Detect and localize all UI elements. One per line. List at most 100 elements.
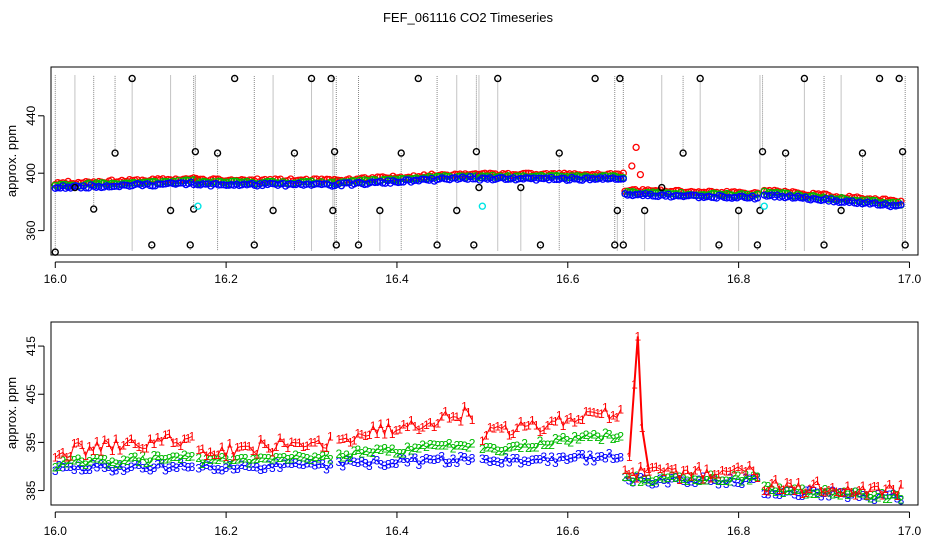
series-3-marker: 3 <box>116 459 123 473</box>
series-3-marker: 3 <box>494 455 501 469</box>
series-1-marker: 1 <box>355 427 362 441</box>
series-1-marker: 1 <box>548 414 555 428</box>
outlier-point <box>148 241 156 249</box>
series-2-marker: 2 <box>116 457 123 471</box>
series-3-marker: 3 <box>806 484 813 498</box>
series-3-marker: 3 <box>219 463 226 477</box>
series-1-marker: 1 <box>296 436 303 450</box>
series-1-marker: 1 <box>564 412 571 426</box>
series-1-marker: 1 <box>533 419 540 433</box>
series-3-marker: 3 <box>657 472 664 486</box>
series-3-marker: 3 <box>457 450 464 464</box>
series-1-marker: 1 <box>469 413 476 427</box>
series-3-point <box>409 176 418 185</box>
series-1-marker: 1 <box>898 477 905 491</box>
series-3-marker: 3 <box>544 455 551 469</box>
series-1-marker: 1 <box>215 448 222 462</box>
series-2-marker: 2 <box>590 428 597 442</box>
series-3-marker: 3 <box>738 477 745 491</box>
outlier-point <box>619 241 628 249</box>
series-2-marker: 2 <box>564 434 571 448</box>
series-3-marker: 3 <box>374 454 381 468</box>
series-3-marker: 3 <box>257 463 264 477</box>
series-1-marker: 1 <box>579 413 586 427</box>
series-2-marker: 2 <box>746 474 753 488</box>
series-3-marker: 3 <box>339 459 346 473</box>
series-1-marker: 1 <box>626 450 633 464</box>
series-1-marker: 1 <box>610 408 617 422</box>
series-3-marker: 3 <box>446 456 453 470</box>
series-3-marker: 3 <box>765 487 772 501</box>
series-1-marker: 1 <box>423 418 430 432</box>
series-3-marker: 3 <box>362 457 369 471</box>
series-2-marker: 2 <box>71 453 78 467</box>
series-3-marker: 3 <box>246 460 253 474</box>
series-1-marker: 1 <box>510 427 517 441</box>
series-1-marker: 1 <box>479 434 486 448</box>
outlier-point <box>616 74 624 83</box>
outlier-point <box>494 74 502 83</box>
series-1-marker: 1 <box>606 412 613 426</box>
top-y-axis: 360 400 440 <box>24 105 45 241</box>
series-2-marker: 2 <box>454 438 461 452</box>
series-1-marker: 1 <box>575 412 582 426</box>
series-1-marker: 1 <box>181 432 188 446</box>
series-2-marker: 2 <box>211 453 218 467</box>
series-2-marker: 2 <box>60 454 67 468</box>
series-3-point <box>619 175 627 183</box>
series-3-marker: 3 <box>517 456 524 470</box>
series-1-marker: 1 <box>525 419 532 433</box>
series-2-marker: 2 <box>780 486 787 500</box>
outlier-point <box>376 206 384 215</box>
series-1-marker: 1 <box>195 443 202 457</box>
series-2-marker: 2 <box>257 451 264 465</box>
outlier-point <box>895 74 903 83</box>
series-1-marker: 1 <box>882 482 889 496</box>
series-2-marker: 2 <box>207 453 214 467</box>
series-2-line <box>764 485 902 500</box>
series-3-marker: 3 <box>723 477 730 491</box>
series-3-marker: 3 <box>837 485 844 499</box>
series-3-marker: 3 <box>498 456 505 470</box>
series-1-marker: 1 <box>158 434 165 448</box>
outlier-point <box>475 183 483 192</box>
series-2-marker: 2 <box>135 455 142 469</box>
outlier-point <box>858 149 867 157</box>
series-2-marker: 2 <box>195 451 202 465</box>
outlier-point <box>756 206 764 215</box>
series-3-marker: 3 <box>529 453 536 467</box>
series-2-marker: 2 <box>404 440 411 454</box>
outlier-point <box>640 206 649 215</box>
series-2-marker: 2 <box>637 475 644 489</box>
series-2-marker: 2 <box>867 491 874 505</box>
series-1-marker: 1 <box>791 484 798 498</box>
series-1-marker: 1 <box>680 464 687 478</box>
series-1-marker: 1 <box>795 476 802 490</box>
series-2-marker: 2 <box>226 457 233 471</box>
series-3-marker: 3 <box>746 472 753 486</box>
series-1-marker: 1 <box>502 418 509 432</box>
series-3-marker: 3 <box>162 464 169 478</box>
series-2-marker: 2 <box>498 445 505 459</box>
outlier-point <box>613 206 622 215</box>
calibration-point <box>760 202 768 210</box>
series-1-marker: 1 <box>700 473 707 487</box>
series-3-marker: 3 <box>661 473 668 487</box>
series-1-marker: 1 <box>787 477 794 491</box>
series-1-marker: 1 <box>852 488 859 502</box>
series-1-marker: 1 <box>234 441 241 455</box>
series-3-marker: 3 <box>506 456 513 470</box>
series-2-marker: 2 <box>269 452 276 466</box>
series-3-marker: 3 <box>79 464 86 478</box>
series-1-marker: 1 <box>822 486 829 500</box>
series-3-marker: 3 <box>408 451 415 465</box>
series-2-marker: 2 <box>898 493 905 507</box>
series-1-marker: 1 <box>529 414 536 428</box>
outlier-point <box>820 241 828 249</box>
series-2-marker: 2 <box>653 474 660 488</box>
outlier-point <box>734 206 743 215</box>
series-3-marker: 3 <box>829 484 836 498</box>
series-3-marker: 3 <box>97 458 104 472</box>
series-3-marker: 3 <box>296 458 303 472</box>
series-2-marker: 2 <box>423 440 430 454</box>
